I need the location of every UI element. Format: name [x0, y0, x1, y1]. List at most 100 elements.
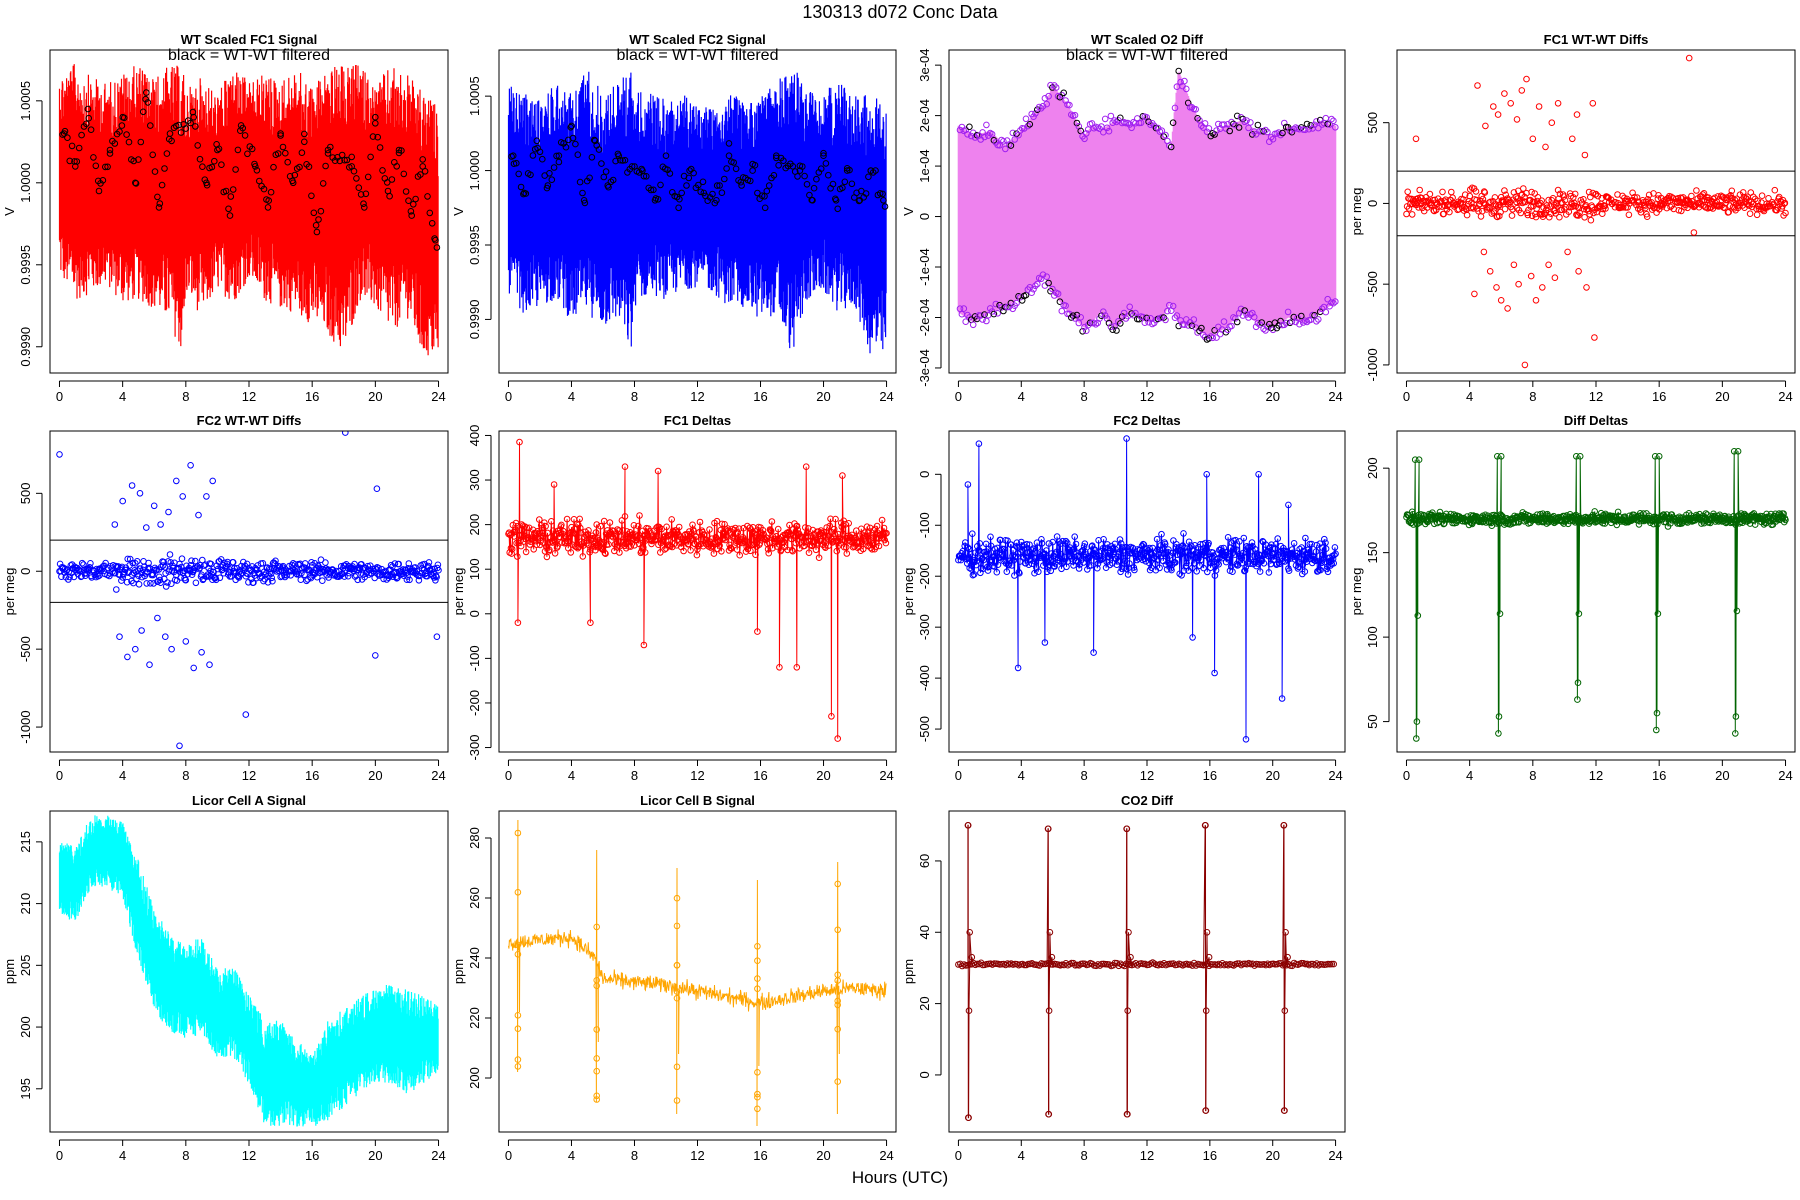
- data-point: [329, 566, 336, 573]
- data-point: [834, 1001, 842, 1009]
- data-point: [1192, 106, 1199, 113]
- data-point: [796, 545, 803, 552]
- data-point: [694, 546, 701, 553]
- data-point: [260, 185, 268, 193]
- data-point: [666, 170, 674, 177]
- data-point: [1213, 127, 1220, 134]
- data-point: [1497, 453, 1505, 460]
- data-point: [1124, 1007, 1131, 1015]
- data-point: [267, 570, 275, 578]
- chart-title: WT Scaled O2 Diff: [1091, 32, 1204, 47]
- data-point: [1529, 135, 1537, 143]
- data-point: [880, 197, 887, 204]
- data-point: [218, 161, 225, 168]
- data-point: [385, 574, 392, 582]
- data-point: [357, 191, 365, 198]
- data-point: [1481, 189, 1489, 196]
- data-point: [1491, 511, 1498, 519]
- data-point: [1189, 634, 1196, 641]
- data-point: [1066, 310, 1073, 318]
- y-tick-label: -500: [917, 716, 932, 742]
- data-point: [343, 156, 351, 164]
- data-point: [873, 522, 881, 530]
- data-point: [1645, 191, 1653, 199]
- data-point: [1200, 331, 1207, 339]
- data-point: [1009, 129, 1017, 137]
- data-point: [155, 204, 163, 211]
- y-tick-label: 150: [1365, 542, 1380, 564]
- data-point: [569, 134, 577, 142]
- data-point: [687, 547, 694, 554]
- data-point: [794, 173, 801, 180]
- y-tick-label: 0.9990: [467, 300, 482, 340]
- data-point: [1751, 521, 1759, 528]
- data-point: [301, 560, 309, 567]
- data-point: [1100, 536, 1107, 543]
- x-tick-label: 8: [1081, 768, 1088, 783]
- data-point: [319, 180, 327, 187]
- data-point: [1780, 510, 1787, 518]
- data-point: [1300, 547, 1308, 555]
- data-point: [1467, 518, 1474, 526]
- data-point: [111, 521, 119, 528]
- data-point: [364, 173, 372, 181]
- data-point: [550, 164, 558, 171]
- data-point: [701, 539, 709, 546]
- x-axis: 0 4 8 12 16 20 24: [1403, 380, 1793, 404]
- data-point: [605, 183, 612, 191]
- data-point: [834, 735, 842, 742]
- data-point: [515, 170, 523, 178]
- data-point: [383, 179, 391, 186]
- data-point: [1635, 198, 1643, 206]
- plot-frame: [498, 49, 897, 374]
- data-point: [1782, 209, 1789, 217]
- data-point: [281, 573, 289, 581]
- data-point: [1305, 125, 1313, 133]
- data-point: [433, 244, 441, 251]
- data-point: [825, 171, 832, 179]
- data-point: [1044, 563, 1051, 571]
- x-tick-label: 20: [1715, 768, 1729, 783]
- data-point: [68, 142, 76, 150]
- x-tick-label: 8: [631, 389, 638, 404]
- data-point: [567, 549, 575, 556]
- x-tick-label: 0: [505, 768, 512, 783]
- data-point: [111, 140, 119, 147]
- data-point: [1546, 213, 1553, 221]
- data-point: [1217, 545, 1225, 552]
- x-tick-label: 20: [816, 389, 830, 404]
- data-point: [1111, 117, 1118, 124]
- data-point: [1441, 202, 1449, 210]
- data-point: [360, 200, 367, 207]
- data-point: [1186, 104, 1194, 111]
- data-point: [1591, 508, 1598, 515]
- data-point: [614, 150, 622, 158]
- data-point: [1490, 103, 1497, 110]
- data-point: [203, 181, 211, 189]
- data-point: [124, 555, 131, 563]
- data-point: [403, 576, 411, 584]
- data-point: [965, 1114, 972, 1121]
- data-point: [962, 539, 969, 546]
- data-point: [1635, 521, 1643, 528]
- data-point: [1081, 323, 1088, 331]
- data-point: [1123, 825, 1131, 833]
- data-point: [520, 190, 527, 198]
- data-point: [1643, 213, 1651, 220]
- data-point: [239, 124, 246, 132]
- data-point: [587, 619, 594, 627]
- data-point: [1435, 203, 1442, 210]
- data-point: [1583, 284, 1590, 291]
- plot-area: [955, 822, 1337, 1121]
- y-tick-label: -3e-04: [917, 349, 932, 387]
- data-point: [362, 190, 370, 198]
- data-point: [593, 977, 601, 984]
- data-point: [209, 477, 216, 485]
- x-tick-label: 12: [1140, 768, 1154, 783]
- x-tick-label: 12: [1140, 389, 1154, 404]
- x-tick-label: 8: [631, 1148, 638, 1163]
- data-point: [812, 546, 820, 554]
- data-point: [825, 542, 832, 549]
- plot-frame: [49, 49, 449, 374]
- data-point: [301, 130, 308, 138]
